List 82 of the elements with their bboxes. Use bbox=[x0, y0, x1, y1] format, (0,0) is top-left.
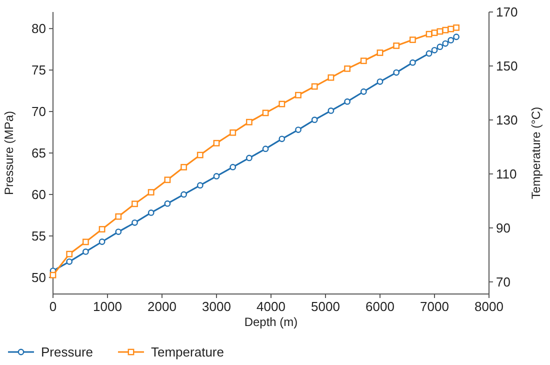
point bbox=[148, 189, 154, 196]
y-tick-label: 60 bbox=[32, 187, 46, 202]
point bbox=[262, 110, 269, 116]
point bbox=[230, 164, 236, 170]
y-axis-title: Pressure (MPa) bbox=[2, 110, 16, 196]
x-axis-title: Depth (m) bbox=[244, 315, 298, 329]
y2-tick-label: 130 bbox=[496, 112, 518, 128]
y-tick-label: 75 bbox=[32, 62, 46, 78]
point bbox=[213, 140, 220, 146]
y-tick-label: 70 bbox=[32, 104, 46, 120]
point bbox=[311, 116, 318, 124]
point bbox=[66, 258, 73, 265]
x-tick-label: 4000 bbox=[256, 299, 286, 314]
point bbox=[246, 118, 252, 126]
point bbox=[230, 129, 236, 136]
x-tick-label: 2000 bbox=[148, 299, 176, 314]
point bbox=[66, 250, 73, 258]
x-tick-label: 3000 bbox=[202, 299, 231, 314]
point bbox=[148, 210, 154, 216]
legend-label: Temperature bbox=[151, 344, 224, 360]
point bbox=[431, 46, 438, 54]
x-tick-label: 7000 bbox=[420, 299, 449, 314]
point bbox=[246, 154, 252, 162]
point bbox=[213, 173, 220, 180]
y2-tick-label: 170 bbox=[496, 4, 518, 20]
point bbox=[328, 108, 334, 114]
y-tick-label: 80 bbox=[32, 21, 46, 36]
point bbox=[295, 126, 302, 133]
point bbox=[50, 272, 56, 278]
point bbox=[426, 50, 432, 57]
point bbox=[360, 88, 367, 95]
point bbox=[393, 42, 400, 49]
point bbox=[164, 200, 171, 207]
point bbox=[196, 182, 204, 189]
point bbox=[164, 176, 171, 184]
point bbox=[82, 238, 89, 246]
point bbox=[180, 164, 187, 170]
point bbox=[453, 24, 460, 31]
point bbox=[132, 219, 138, 226]
point bbox=[410, 36, 416, 43]
x-tick-label: 0 bbox=[49, 299, 57, 314]
point bbox=[393, 69, 400, 76]
x-tick-label: 5000 bbox=[311, 299, 340, 314]
point bbox=[436, 44, 444, 50]
y2-tick-label: 70 bbox=[496, 274, 510, 290]
point bbox=[115, 213, 122, 220]
point bbox=[180, 191, 187, 198]
x-tick-label: 6000 bbox=[366, 299, 394, 314]
y2-axis-title: Temperature (°C) bbox=[529, 106, 543, 200]
y-tick-label: 55 bbox=[32, 228, 46, 244]
point bbox=[98, 238, 106, 245]
point bbox=[295, 92, 302, 98]
point bbox=[448, 37, 454, 44]
legend-label: Pressure bbox=[41, 344, 94, 360]
point bbox=[115, 228, 122, 235]
x-tick-label: 1000 bbox=[93, 299, 122, 314]
point bbox=[376, 78, 384, 85]
point bbox=[328, 74, 334, 81]
point bbox=[262, 146, 269, 152]
point bbox=[426, 30, 432, 38]
point bbox=[453, 34, 460, 40]
point bbox=[98, 226, 106, 232]
y2-tick-label: 150 bbox=[496, 58, 518, 74]
point bbox=[442, 26, 449, 34]
point bbox=[360, 58, 367, 64]
y2-tick-label: 90 bbox=[496, 220, 510, 236]
point bbox=[376, 50, 384, 56]
point bbox=[431, 30, 438, 36]
point bbox=[132, 200, 138, 208]
point bbox=[344, 98, 350, 105]
x-tick-label: 8000 bbox=[474, 299, 504, 314]
point bbox=[344, 65, 350, 72]
point bbox=[278, 136, 286, 142]
point bbox=[196, 152, 204, 158]
y2-tick-label: 110 bbox=[496, 166, 517, 182]
point bbox=[410, 59, 416, 66]
point bbox=[442, 40, 449, 47]
y-tick-label: 50 bbox=[32, 270, 46, 285]
point bbox=[278, 100, 286, 108]
point bbox=[311, 83, 318, 90]
y-tick-label: 65 bbox=[32, 146, 46, 161]
point bbox=[82, 248, 89, 255]
